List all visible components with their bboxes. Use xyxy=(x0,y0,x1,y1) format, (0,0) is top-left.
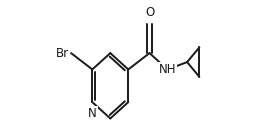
Text: NH: NH xyxy=(159,63,176,76)
Text: N: N xyxy=(88,107,97,120)
Text: Br: Br xyxy=(56,47,69,60)
Text: O: O xyxy=(145,6,154,19)
